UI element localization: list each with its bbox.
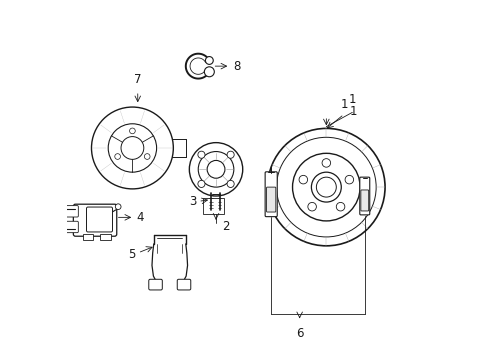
Text: 5: 5 <box>128 248 136 261</box>
Circle shape <box>345 175 353 184</box>
Circle shape <box>292 153 359 221</box>
Circle shape <box>276 137 375 237</box>
Circle shape <box>307 202 316 211</box>
Text: 7: 7 <box>134 73 141 86</box>
Circle shape <box>267 129 384 246</box>
Circle shape <box>198 180 204 188</box>
Circle shape <box>226 151 234 158</box>
Circle shape <box>198 151 204 158</box>
Bar <box>100 234 111 240</box>
Circle shape <box>204 67 214 77</box>
Circle shape <box>189 143 242 196</box>
Circle shape <box>207 161 224 178</box>
Circle shape <box>115 154 120 159</box>
Circle shape <box>60 226 66 233</box>
FancyBboxPatch shape <box>73 204 117 236</box>
FancyBboxPatch shape <box>266 187 275 212</box>
Circle shape <box>316 177 336 197</box>
FancyBboxPatch shape <box>65 206 78 217</box>
Text: 1: 1 <box>348 93 355 106</box>
Circle shape <box>299 175 307 184</box>
FancyBboxPatch shape <box>360 190 368 211</box>
Circle shape <box>144 154 150 159</box>
Text: 4: 4 <box>136 211 143 224</box>
Text: 1: 1 <box>340 98 347 111</box>
Circle shape <box>91 107 173 189</box>
Circle shape <box>60 206 66 213</box>
Text: 2: 2 <box>222 220 229 233</box>
Text: 1: 1 <box>349 105 356 118</box>
Circle shape <box>336 202 344 211</box>
FancyBboxPatch shape <box>148 279 162 290</box>
FancyBboxPatch shape <box>177 279 190 290</box>
Circle shape <box>115 204 121 210</box>
Circle shape <box>311 172 341 202</box>
FancyBboxPatch shape <box>264 172 277 217</box>
Bar <box>82 234 93 240</box>
Circle shape <box>322 159 330 167</box>
Circle shape <box>226 180 234 188</box>
Circle shape <box>108 124 156 172</box>
Bar <box>202 198 224 214</box>
Circle shape <box>121 136 143 159</box>
Circle shape <box>198 152 233 187</box>
Text: 6: 6 <box>295 327 303 339</box>
FancyBboxPatch shape <box>359 177 369 215</box>
Text: 8: 8 <box>232 60 240 73</box>
FancyBboxPatch shape <box>65 221 78 233</box>
FancyBboxPatch shape <box>86 207 112 232</box>
Text: 3: 3 <box>189 195 196 208</box>
Circle shape <box>205 57 213 64</box>
Circle shape <box>129 128 135 134</box>
